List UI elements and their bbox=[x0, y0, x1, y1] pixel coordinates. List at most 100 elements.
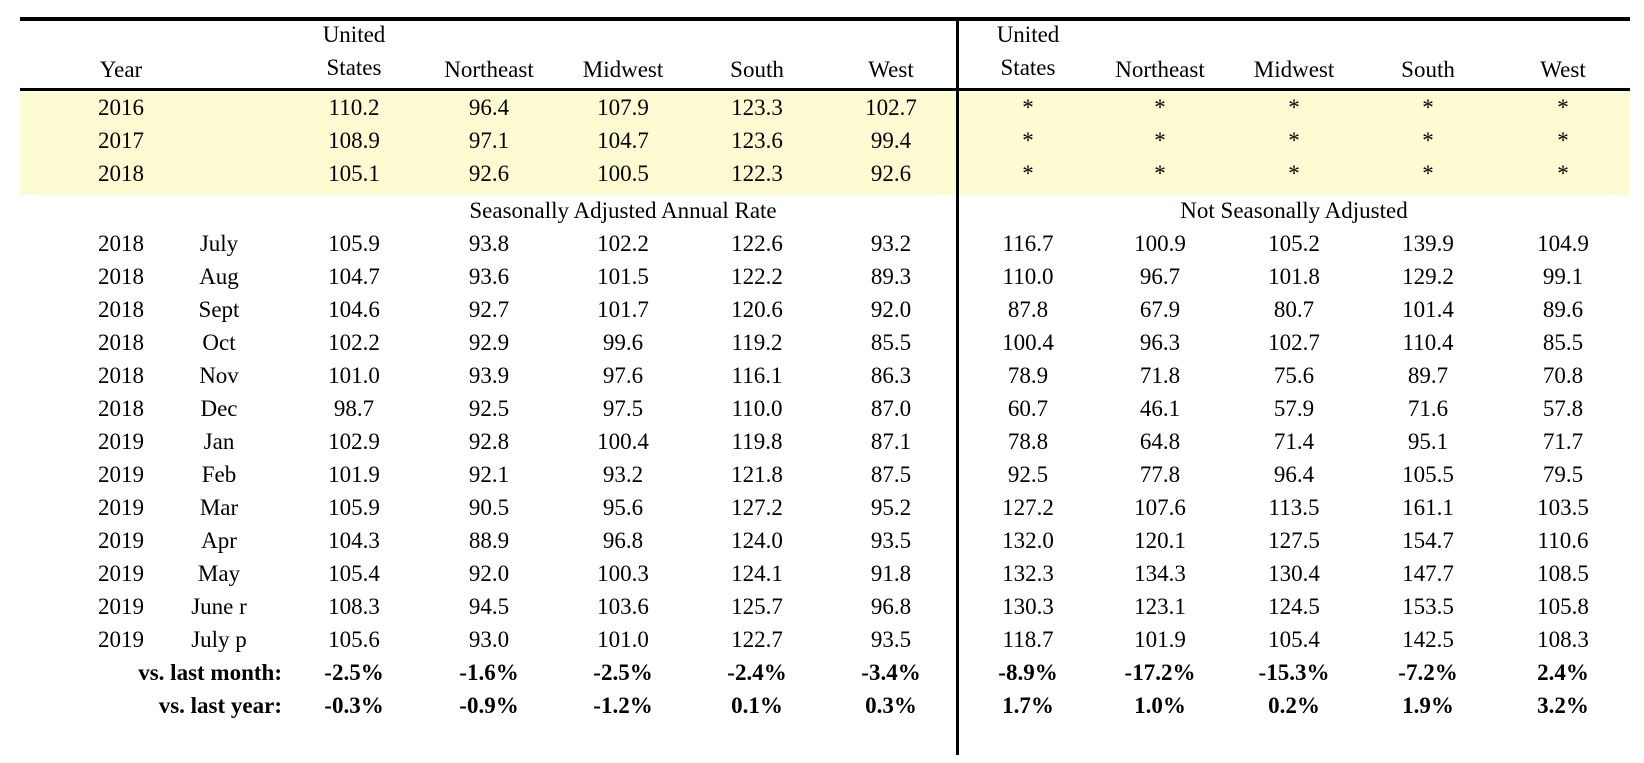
cell: 60.7 bbox=[1007, 396, 1049, 421]
cell: 85.5 bbox=[1542, 330, 1584, 355]
column-header: United States bbox=[322, 22, 386, 80]
cell: 97.5 bbox=[602, 396, 644, 421]
cell: 92.0 bbox=[468, 561, 510, 586]
cell: 102.7 bbox=[1268, 330, 1320, 355]
cell: 139.9 bbox=[1402, 231, 1454, 256]
cell: 101.8 bbox=[1268, 264, 1320, 289]
summary-cell: -1.6% bbox=[459, 660, 519, 685]
cell: 97.1 bbox=[468, 128, 510, 153]
year: 2018 bbox=[98, 396, 144, 421]
cell: 105.6 bbox=[328, 627, 380, 652]
cell: 107.6 bbox=[1134, 495, 1186, 520]
column-header: Midwest bbox=[582, 57, 664, 82]
cell: 86.3 bbox=[870, 363, 912, 388]
cell: 100.9 bbox=[1134, 231, 1186, 256]
cell: 99.1 bbox=[1542, 264, 1584, 289]
summary-cell: -2.4% bbox=[727, 660, 787, 685]
cell: 57.8 bbox=[1542, 396, 1584, 421]
cell: 132.3 bbox=[1002, 561, 1054, 586]
summary-cell: 1.0% bbox=[1134, 693, 1186, 718]
year: 2018 bbox=[98, 161, 144, 186]
cell: 101.9 bbox=[328, 462, 380, 487]
month: July bbox=[199, 231, 239, 256]
cell: 92.0 bbox=[870, 297, 912, 322]
column-header: Northeast bbox=[444, 57, 534, 82]
cell: 89.7 bbox=[1407, 363, 1449, 388]
cell: 79.5 bbox=[1542, 462, 1584, 487]
cell: 93.8 bbox=[468, 231, 510, 256]
cell: 93.2 bbox=[602, 462, 644, 487]
cell: 70.8 bbox=[1542, 363, 1584, 388]
summary-cell: -0.9% bbox=[459, 693, 519, 718]
cell: 154.7 bbox=[1402, 528, 1454, 553]
header-rule bbox=[20, 88, 1630, 91]
cell: 85.5 bbox=[870, 330, 912, 355]
cell: 124.1 bbox=[731, 561, 783, 586]
summary-cell: -15.3% bbox=[1258, 660, 1330, 685]
cell: 105.5 bbox=[1402, 462, 1454, 487]
month: Oct bbox=[202, 330, 236, 355]
year: 2019 bbox=[98, 462, 144, 487]
cell: 57.9 bbox=[1273, 396, 1315, 421]
cell: 153.5 bbox=[1402, 594, 1454, 619]
cell: 123.3 bbox=[731, 95, 783, 120]
column-header: South bbox=[1401, 57, 1455, 82]
cell: 105.9 bbox=[328, 495, 380, 520]
cell: 87.8 bbox=[1007, 297, 1049, 322]
cell: 116.7 bbox=[1002, 231, 1054, 256]
year: 2018 bbox=[98, 231, 144, 256]
cell: 88.9 bbox=[468, 528, 510, 553]
month: July p bbox=[191, 627, 247, 652]
cell: 92.5 bbox=[1007, 462, 1049, 487]
cell: * bbox=[1422, 128, 1434, 153]
cell: 92.1 bbox=[468, 462, 510, 487]
cell: 95.2 bbox=[870, 495, 912, 520]
cell: 96.4 bbox=[468, 95, 510, 120]
month: Apr bbox=[201, 528, 237, 553]
cell: 95.1 bbox=[1407, 429, 1449, 454]
cell: 77.8 bbox=[1139, 462, 1181, 487]
year: 2018 bbox=[98, 264, 144, 289]
cell: 93.0 bbox=[468, 627, 510, 652]
cell: 93.6 bbox=[468, 264, 510, 289]
cell: 100.4 bbox=[597, 429, 649, 454]
divider bbox=[956, 17, 959, 755]
cell: 122.2 bbox=[731, 264, 783, 289]
year: 2019 bbox=[98, 429, 144, 454]
summary-cell: -17.2% bbox=[1124, 660, 1196, 685]
cell: 102.7 bbox=[865, 95, 917, 120]
cell: 64.8 bbox=[1139, 429, 1181, 454]
column-header: South bbox=[730, 57, 784, 82]
cell: 142.5 bbox=[1402, 627, 1454, 652]
top-rule bbox=[20, 17, 1630, 21]
cell: 130.3 bbox=[1002, 594, 1054, 619]
cell: 92.9 bbox=[468, 330, 510, 355]
cell: 89.3 bbox=[870, 264, 912, 289]
cell: 110.2 bbox=[328, 95, 380, 120]
cell: 92.6 bbox=[870, 161, 912, 186]
cell: 92.5 bbox=[468, 396, 510, 421]
cell: 104.7 bbox=[597, 128, 649, 153]
cell: 102.2 bbox=[597, 231, 649, 256]
cell: 95.6 bbox=[602, 495, 644, 520]
month: Aug bbox=[199, 264, 239, 289]
cell: * bbox=[1154, 95, 1166, 120]
summary-label: vs. last year: bbox=[158, 693, 282, 718]
cell: 93.9 bbox=[468, 363, 510, 388]
cell: 87.0 bbox=[870, 396, 912, 421]
cell: 99.4 bbox=[870, 128, 912, 153]
column-header: Northeast bbox=[1115, 57, 1205, 82]
cell: * bbox=[1422, 95, 1434, 120]
month: Sept bbox=[198, 297, 240, 322]
cell: 101.7 bbox=[597, 297, 649, 322]
cell: 110.6 bbox=[1537, 528, 1589, 553]
cell: * bbox=[1022, 128, 1034, 153]
cell: 96.3 bbox=[1139, 330, 1181, 355]
cell: 123.1 bbox=[1134, 594, 1186, 619]
year: 2019 bbox=[98, 627, 144, 652]
year: 2018 bbox=[98, 363, 144, 388]
year: 2018 bbox=[98, 330, 144, 355]
summary-cell: 1.7% bbox=[1002, 693, 1054, 718]
cell: 110.0 bbox=[1002, 264, 1054, 289]
cell: 78.9 bbox=[1007, 363, 1049, 388]
